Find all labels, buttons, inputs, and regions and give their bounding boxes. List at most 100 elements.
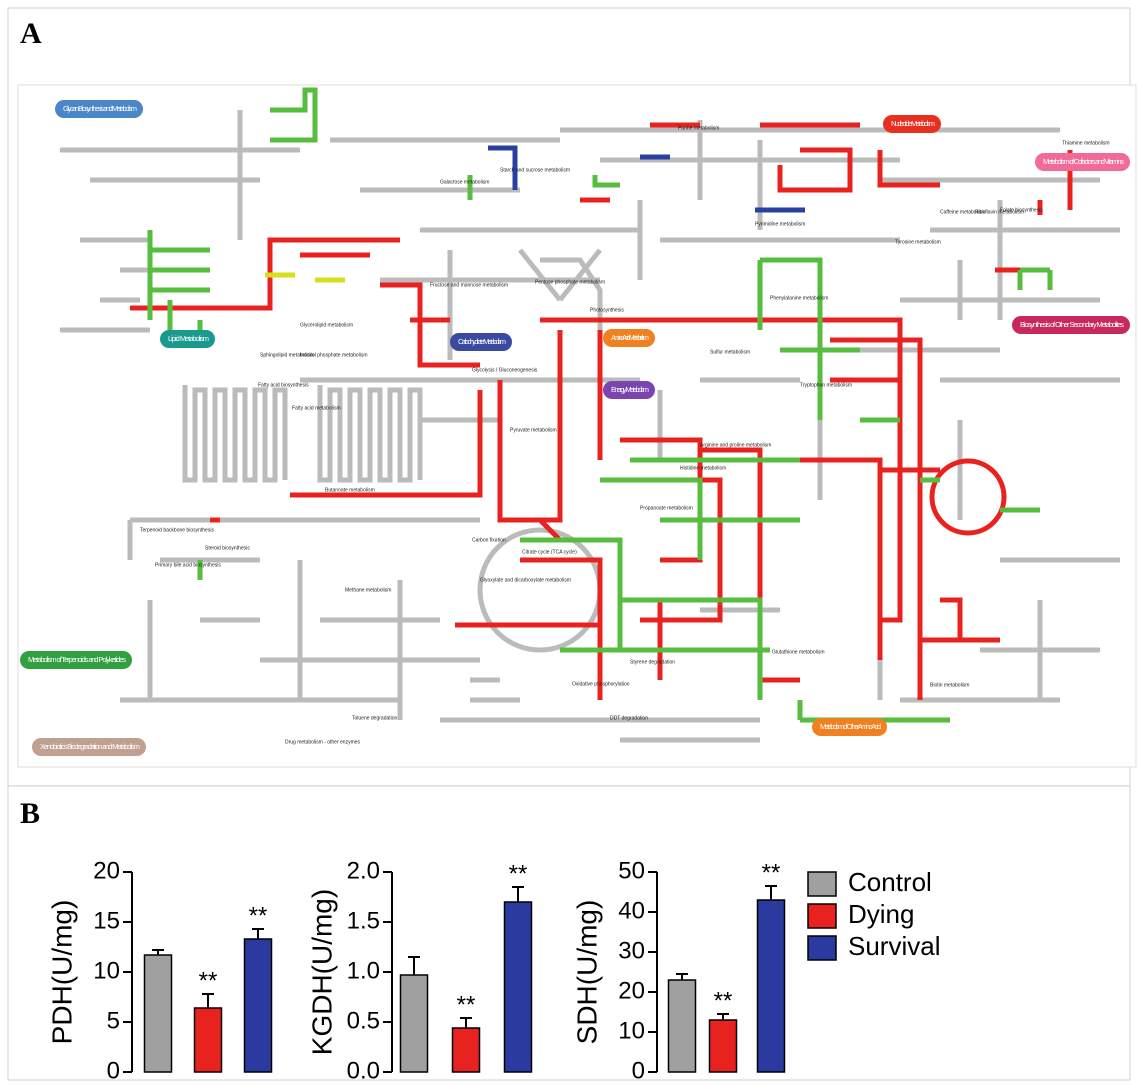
bar bbox=[245, 939, 272, 1072]
pathway-label: Biotin metabolism bbox=[930, 682, 969, 688]
pathway-label: Toluene degradation bbox=[352, 715, 398, 721]
significance: ** bbox=[457, 991, 476, 1018]
category-label: Metabolism of Cofactors and Vitamins bbox=[1043, 157, 1124, 166]
legend-swatch bbox=[808, 872, 836, 896]
error-bar bbox=[202, 994, 214, 1008]
pathway-label: Histidine metabolism bbox=[680, 465, 726, 471]
figure: A B Glycan Biosynthesis and Metabolism Li… bbox=[0, 0, 1138, 1086]
significance: ** bbox=[509, 860, 528, 887]
category-label: Carbohydrate Metabolism bbox=[458, 337, 506, 346]
pathway-label: Glyoxylate and dicarboxylate metabolism bbox=[480, 577, 571, 583]
pathway-label: Folate biosynthesis bbox=[1000, 207, 1043, 213]
pathway-label: Propanoate metabolism bbox=[640, 505, 693, 511]
pathway-label: DDT degradation bbox=[610, 715, 648, 721]
legend-swatch bbox=[808, 904, 836, 928]
error-bar bbox=[765, 886, 777, 900]
y-tick-label: 1.0 bbox=[347, 957, 380, 984]
y-tick-label: 2.0 bbox=[347, 857, 380, 884]
pathway-label: Thiamine metabolism bbox=[1062, 140, 1110, 146]
y-tick-label: 0 bbox=[632, 1057, 645, 1084]
bar bbox=[195, 1008, 222, 1072]
category-label: Nucleotide Metabolism bbox=[891, 119, 935, 128]
pathway-label: Tryptophan metabolism bbox=[800, 382, 852, 388]
pathway-label: Galactose metabolism bbox=[440, 179, 489, 185]
y-tick-label: 0 bbox=[107, 1057, 120, 1084]
pathway-label: Starch and sucrose metabolism bbox=[500, 167, 570, 173]
pathway-label: Fructose and mannose metabolism bbox=[430, 282, 508, 288]
pathway-label: Steroid biosynthesis bbox=[205, 545, 250, 551]
pathway-label: Drug metabolism - other enzymes bbox=[285, 739, 361, 745]
y-tick-label: 5 bbox=[107, 1007, 120, 1034]
error-bar bbox=[252, 929, 264, 939]
pathway-label: Glycerolipid metabolism bbox=[300, 322, 353, 328]
y-tick-label: 50 bbox=[618, 857, 645, 884]
pathway-label: Tyrosine metabolism bbox=[895, 239, 941, 245]
pathway-label: Fatty acid metabolism bbox=[292, 405, 341, 411]
pathway-label: Carbon fixation bbox=[472, 537, 506, 543]
y-tick-label: 10 bbox=[93, 957, 120, 984]
category-label: Biosynthesis of Other Secondary Metaboli… bbox=[1020, 320, 1124, 329]
pathway-label: Oxidative phosphorylation bbox=[572, 681, 630, 687]
category-label: Metabolism of Other Amino Acid bbox=[820, 722, 881, 731]
pathway-label: Sulfur metabolism bbox=[710, 349, 750, 355]
category-label: Amino Acid Metabolism bbox=[611, 333, 649, 342]
pathway-label: Methane metabolism bbox=[345, 587, 391, 593]
error-bar bbox=[717, 1014, 729, 1020]
pathway-label: Butanoate metabolism bbox=[325, 487, 375, 493]
category-label: Energy Metabolism bbox=[611, 385, 649, 394]
bar bbox=[145, 955, 172, 1072]
pathway-label: Citrate cycle (TCA cycle) bbox=[522, 549, 577, 555]
pathway-label: Pyrimidine metabolism bbox=[755, 221, 805, 227]
legend-label: Dying bbox=[848, 899, 914, 929]
pathway-map: Glycan Biosynthesis and Metabolism Lipid … bbox=[18, 85, 1136, 767]
pathway-label: Arginine and proline metabolism bbox=[700, 442, 771, 448]
y-tick-label: 1.5 bbox=[347, 907, 380, 934]
error-bar bbox=[676, 974, 688, 980]
y-axis-label: SDH(U/mg) bbox=[571, 900, 602, 1045]
category-label: Metabolism of Terpenoids and Polyketides bbox=[28, 655, 126, 664]
category-label: Lipid Metabolism bbox=[168, 334, 209, 343]
pathway-label: Terpenoid backbone biosynthesis bbox=[140, 527, 214, 533]
legend-label: Survival bbox=[848, 931, 940, 961]
significance: ** bbox=[249, 902, 268, 929]
pathway-label: Purine metabolism bbox=[678, 125, 719, 131]
y-tick-label: 0.5 bbox=[347, 1007, 380, 1034]
significance: ** bbox=[199, 967, 218, 994]
category-label: Xenobiotics Biodegradation and Metabolis… bbox=[40, 742, 140, 751]
pathway-label: Styrene degradation bbox=[630, 659, 675, 665]
y-tick-label: 20 bbox=[93, 857, 120, 884]
y-axis-label: KGDH(U/mg) bbox=[306, 889, 337, 1055]
bar bbox=[710, 1020, 737, 1072]
significance: ** bbox=[762, 859, 781, 886]
y-axis-label: PDH(U/mg) bbox=[46, 900, 77, 1045]
pathway-label: Phenylalanine metabolism bbox=[770, 295, 828, 301]
y-tick-label: 0.0 bbox=[347, 1057, 380, 1084]
panel-label: B bbox=[20, 797, 40, 830]
bar bbox=[669, 980, 696, 1072]
significance: ** bbox=[714, 987, 733, 1014]
category-label: Glycan Biosynthesis and Metabolism bbox=[63, 104, 137, 113]
legend-label: Control bbox=[848, 867, 932, 897]
charts: 0 5 10 15 20 PDH(U/mg) ** ** 0.0 0.5 1.0 1.5 2.0 KGDH… bbox=[46, 857, 940, 1084]
pathway-label: Photosynthesis bbox=[590, 307, 624, 313]
pathway-label: Pentose phosphate metabolism bbox=[535, 279, 605, 285]
pathway-label: Primary bile acid biosynthesis bbox=[155, 562, 221, 568]
error-bar bbox=[408, 957, 420, 975]
bar bbox=[401, 975, 428, 1072]
error-bar bbox=[460, 1018, 472, 1028]
y-tick-label: 40 bbox=[618, 897, 645, 924]
pathway-label: Pyruvate metabolism bbox=[510, 427, 557, 433]
pathway-label: Fatty acid biosynthesis bbox=[258, 382, 309, 388]
pathway-label: Glutathione metabolism bbox=[772, 649, 825, 655]
y-tick-label: 20 bbox=[618, 977, 645, 1004]
bar bbox=[758, 900, 785, 1072]
pathway-label: Sphingolipid metabolism bbox=[260, 352, 314, 358]
y-tick-label: 30 bbox=[618, 937, 645, 964]
bar bbox=[453, 1028, 480, 1072]
panel-label: A bbox=[20, 17, 42, 50]
y-tick-label: 15 bbox=[93, 907, 120, 934]
y-tick-label: 10 bbox=[618, 1017, 645, 1044]
pathway-label: Glycolysis / Gluconeogenesis bbox=[472, 367, 538, 373]
bar bbox=[505, 902, 532, 1072]
error-bar bbox=[512, 887, 524, 902]
